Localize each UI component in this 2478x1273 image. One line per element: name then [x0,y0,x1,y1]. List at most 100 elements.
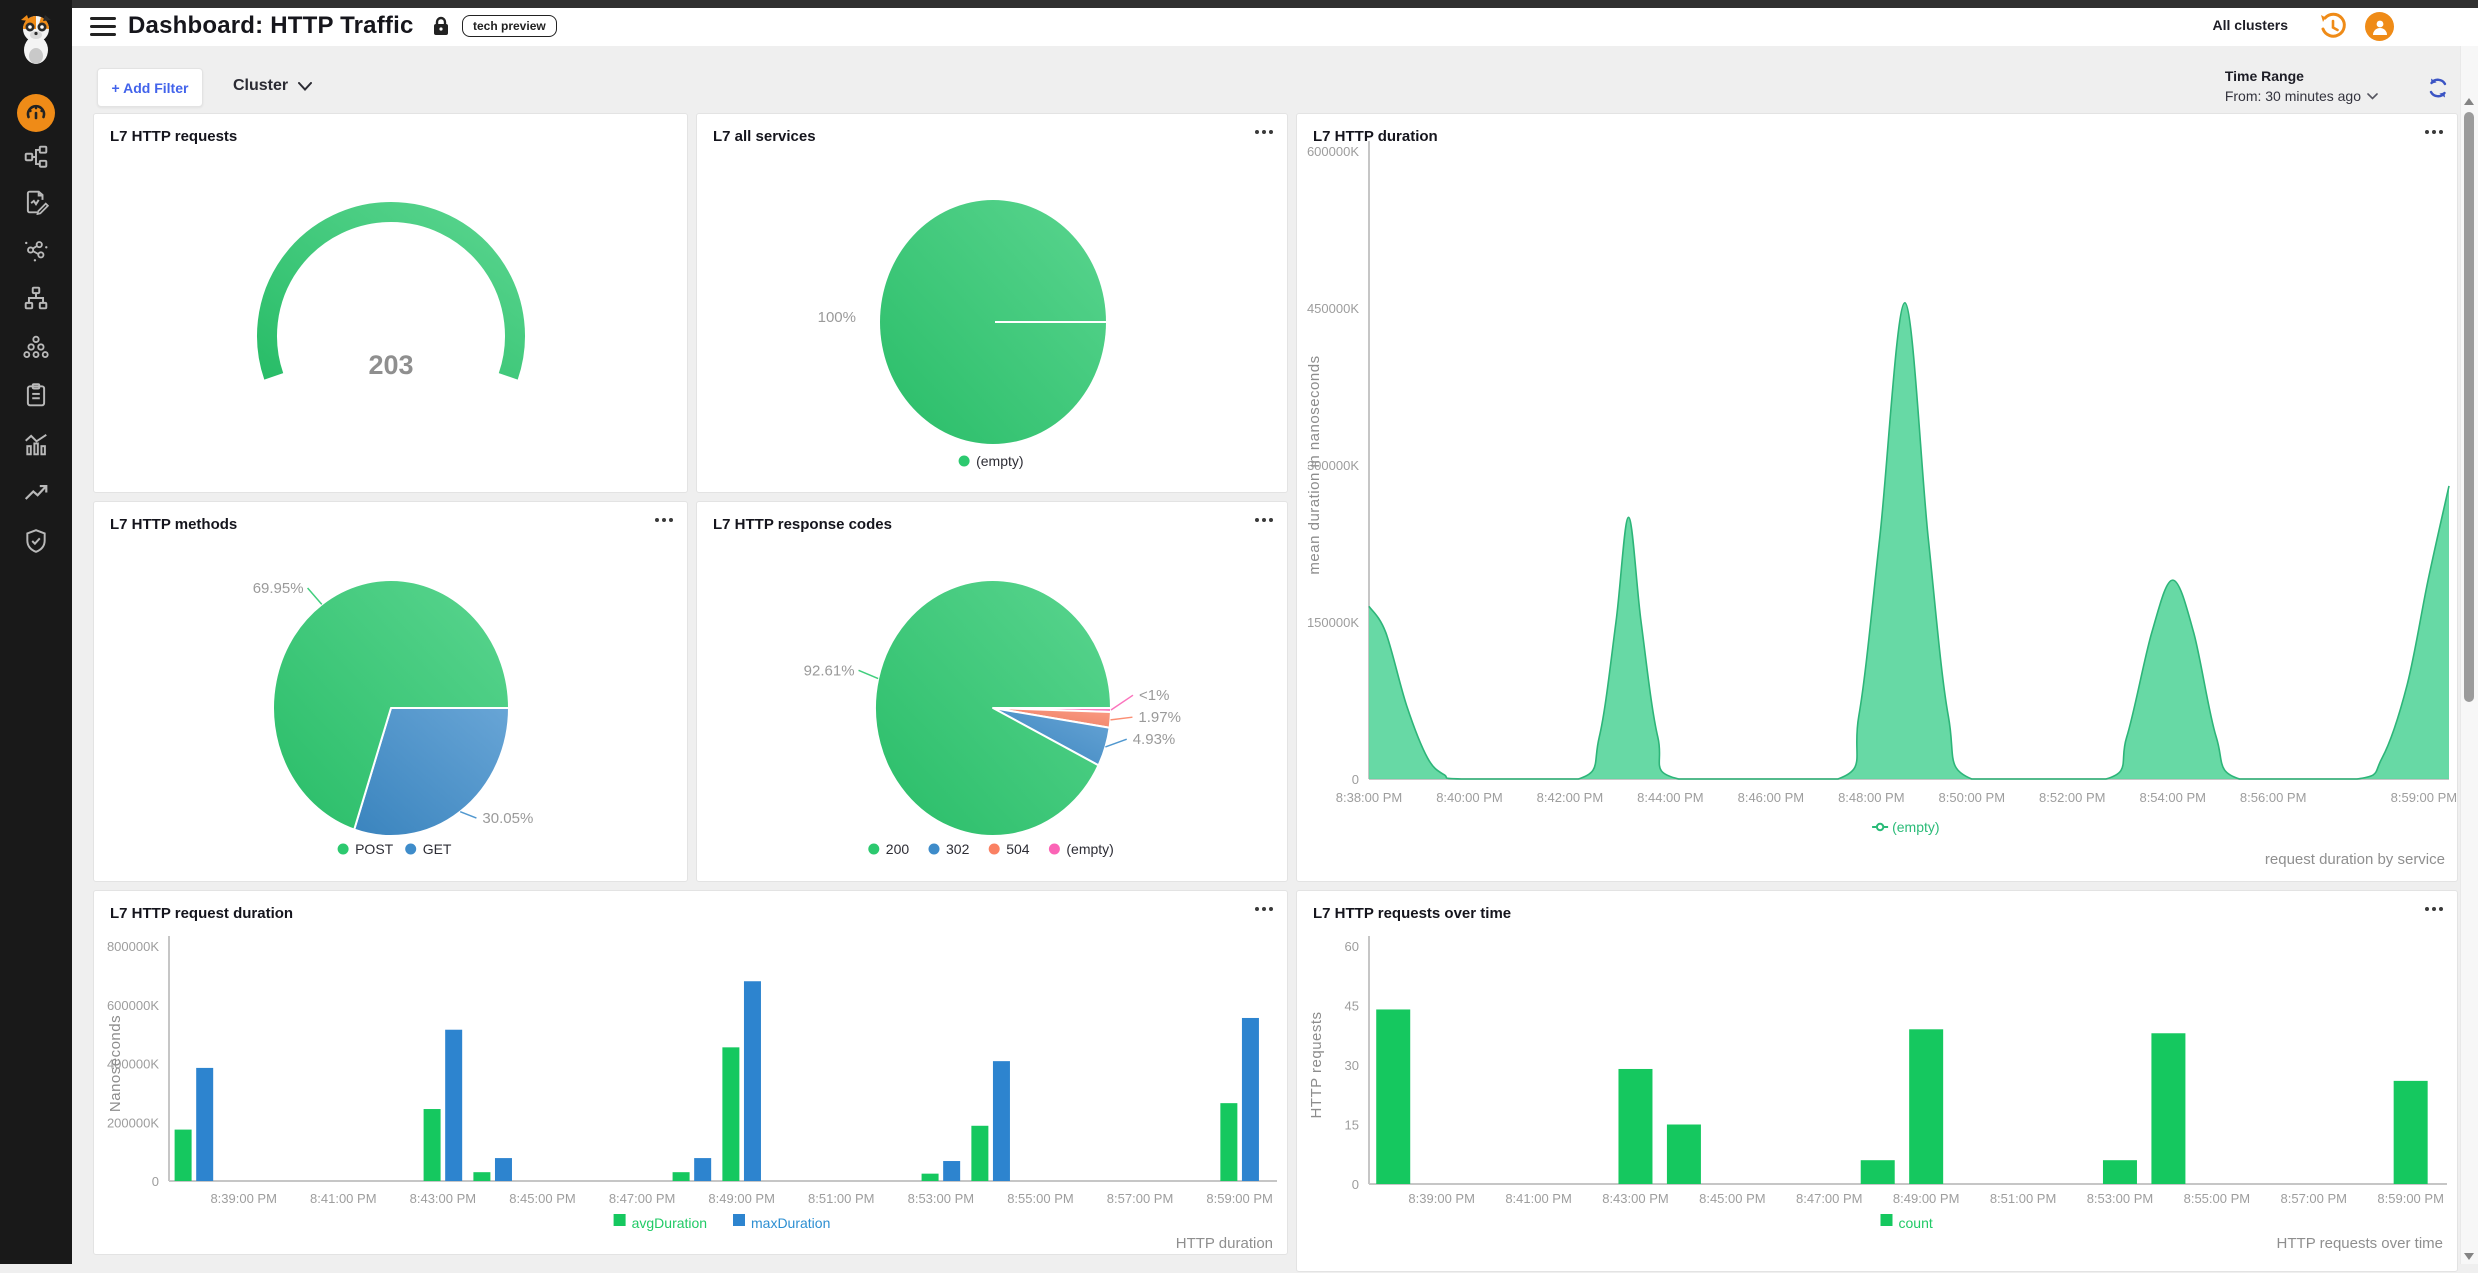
window-top-strip [72,0,2478,8]
svg-text:800000K: 800000K [107,939,159,954]
panel-l7-http-requests: L7 HTTP requests 203 [93,113,688,493]
hamburger-menu-icon[interactable] [90,17,116,37]
svg-text:8:46:00 PM: 8:46:00 PM [1738,790,1805,805]
add-filter-button[interactable]: + Add Filter [97,68,203,107]
sidebar-item-service-map[interactable] [0,230,72,270]
svg-text:8:51:00 PM: 8:51:00 PM [1990,1191,2057,1206]
svg-text:8:47:00 PM: 8:47:00 PM [609,1191,676,1206]
panel-menu-icon[interactable] [1255,130,1273,134]
area-chart[interactable]: 0 150000K 300000K 450000K 600000K 8:38:00 PM 8… [1297,114,2459,883]
svg-text:8:44:00 PM: 8:44:00 PM [1637,790,1704,805]
panel-l7-http-request-duration: L7 HTTP request duration 0 200000K 400000K… [93,890,1288,1255]
header-bar: Dashboard: HTTP Traffic tech preview All… [72,8,2478,46]
svg-text:600000K: 600000K [1307,144,1359,159]
svg-text:8:54:00 PM: 8:54:00 PM [2139,790,2206,805]
svg-text:450000K: 450000K [1307,301,1359,316]
svg-text:avgDuration: avgDuration [632,1215,708,1231]
svg-text:200: 200 [886,841,910,857]
panel-l7-http-duration: L7 HTTP duration 0 150000K 300000K 450000K 6… [1296,113,2458,882]
svg-text:<1%: <1% [1139,687,1169,704]
scrollbar-thumb[interactable] [2464,112,2474,702]
trend-icon [24,484,48,500]
sidebar-item-dashboards[interactable] [0,93,72,133]
svg-text:92.61%: 92.61% [804,662,855,679]
panel-menu-icon[interactable] [655,518,673,522]
sidebar-item-flow-logs[interactable] [0,182,72,222]
svg-text:302: 302 [946,841,970,857]
service-map-icon [25,241,48,262]
svg-text:600000K: 600000K [107,998,159,1013]
svg-text:HTTP requests: HTTP requests [1308,1011,1325,1118]
sidebar-item-metrics[interactable] [0,424,72,464]
flow-logs-icon [26,190,49,215]
pie-chart[interactable]: <1% 1.97% 4.93% 92.61% 200 302 504 (empty) [697,502,1289,883]
svg-text:request duration by service: request duration by service [2265,851,2445,868]
bar-chart[interactable]: 0 15 30 45 60 8:39:00 PM 8:41:00 PM 8:43:00 PM 8… [1297,891,2459,1273]
vertical-scrollbar[interactable] [2460,46,2478,1264]
svg-text:8:51:00 PM: 8:51:00 PM [808,1191,875,1206]
svg-text:8:38:00 PM: 8:38:00 PM [1336,790,1403,805]
svg-text:400000K: 400000K [107,1057,159,1072]
pie-chart[interactable]: 100% (empty) [697,114,1289,494]
all-clusters-selector[interactable]: All clusters [2212,17,2288,33]
svg-text:HTTP requests over time: HTTP requests over time [2277,1235,2443,1252]
panel-menu-icon[interactable] [1255,907,1273,911]
svg-text:8:40:00 PM: 8:40:00 PM [1436,790,1503,805]
svg-text:8:49:00 PM: 8:49:00 PM [1893,1191,1960,1206]
sitemap-icon [24,286,48,310]
svg-text:150000K: 150000K [1307,615,1359,630]
svg-text:GET: GET [423,841,452,857]
clipboard-icon [26,383,46,407]
svg-text:60: 60 [1345,939,1359,954]
chevron-down-icon [298,81,313,91]
time-range-control[interactable]: Time Range From: 30 minutes ago [2225,68,2378,104]
sidebar-item-security[interactable] [0,521,72,561]
logo-mascot-icon[interactable] [0,10,72,68]
svg-text:8:39:00 PM: 8:39:00 PM [210,1191,277,1206]
pie-chart[interactable]: 30.05% 69.95% POST GET [94,502,689,883]
sidebar-item-reports[interactable] [0,375,72,415]
svg-text:8:41:00 PM: 8:41:00 PM [310,1191,377,1206]
svg-text:8:53:00 PM: 8:53:00 PM [2087,1191,2154,1206]
panel-menu-icon[interactable] [2425,130,2443,134]
scrollbar-up-icon[interactable] [2464,98,2474,105]
scrollbar-down-icon[interactable] [2464,1253,2474,1260]
panel-title: L7 HTTP requests [110,128,238,145]
sidebar-item-trends[interactable] [0,472,72,512]
history-icon[interactable] [2318,12,2348,47]
panel-title: L7 HTTP request duration [110,905,294,922]
svg-text:8:48:00 PM: 8:48:00 PM [1838,790,1905,805]
svg-text:8:47:00 PM: 8:47:00 PM [1796,1191,1863,1206]
sidebar-item-sitemap[interactable] [0,278,72,318]
sidebar-item-clusters[interactable] [0,327,72,367]
panel-menu-icon[interactable] [2425,907,2443,911]
svg-text:504: 504 [1006,841,1030,857]
svg-text:(empty): (empty) [1066,841,1113,857]
dashboard-gauge-icon [17,94,55,132]
metrics-icon [25,433,47,456]
gauge-chart[interactable]: 203 [94,114,689,494]
panel-menu-icon[interactable] [1255,518,1273,522]
svg-text:8:50:00 PM: 8:50:00 PM [1939,790,2006,805]
svg-text:45: 45 [1345,999,1359,1014]
sidebar-nav [0,0,72,1264]
svg-text:30.05%: 30.05% [482,810,533,827]
refresh-icon[interactable] [2426,76,2450,105]
chevron-down-icon [2367,92,2378,100]
svg-text:8:42:00 PM: 8:42:00 PM [1537,790,1604,805]
user-avatar-icon[interactable] [2365,12,2394,41]
svg-text:1.97%: 1.97% [1138,709,1181,726]
panel-title: L7 HTTP duration [1313,128,1438,145]
cluster-group-icon [23,335,49,358]
panel-l7-http-methods: L7 HTTP methods 30.05% 69.95% POST GET [93,501,688,882]
svg-text:8:55:00 PM: 8:55:00 PM [2184,1191,2251,1206]
svg-text:Nanoseconds: Nanoseconds [107,1015,124,1112]
cluster-dropdown[interactable]: Cluster [233,77,313,95]
svg-text:HTTP duration: HTTP duration [1176,1235,1273,1252]
bar-chart[interactable]: 0 200000K 400000K 600000K 800000K 8:39:00 PM 8… [94,891,1289,1256]
svg-text:8:57:00 PM: 8:57:00 PM [1107,1191,1174,1206]
svg-text:8:41:00 PM: 8:41:00 PM [1505,1191,1572,1206]
time-range-label: Time Range [2224,68,2304,84]
sidebar-item-topology[interactable] [0,137,72,177]
svg-text:8:59:00 PM: 8:59:00 PM [1206,1191,1273,1206]
